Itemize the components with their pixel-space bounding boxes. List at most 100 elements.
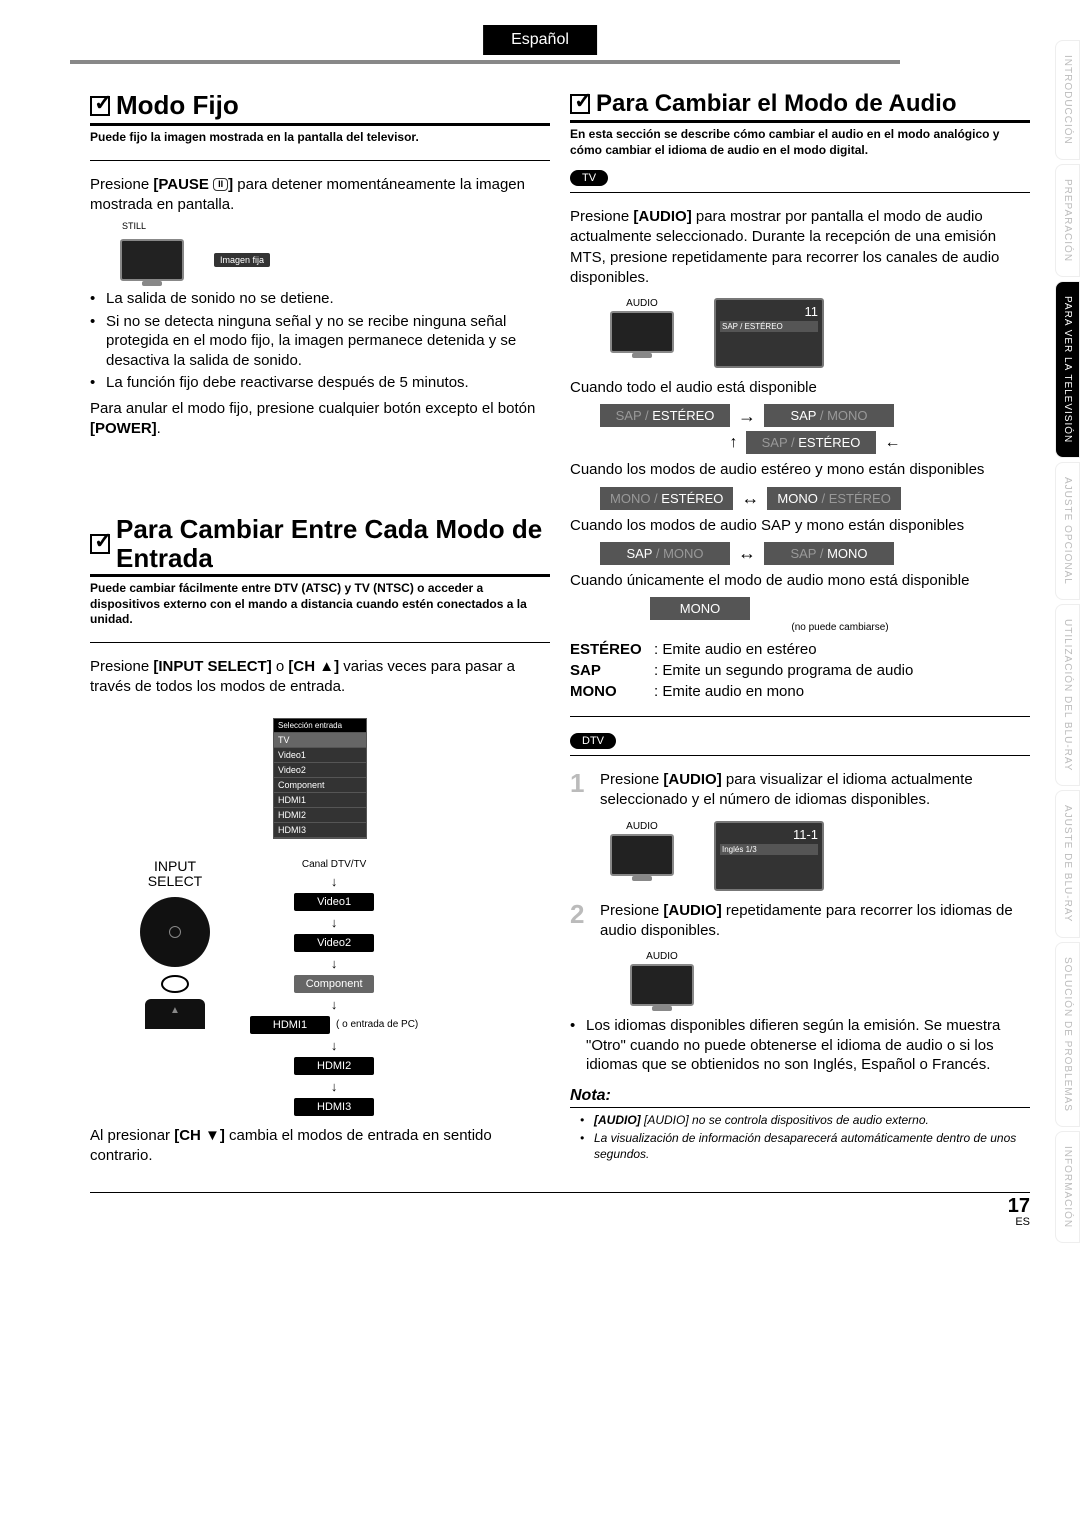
flow-item: Component	[294, 975, 374, 993]
remote-column: INPUT SELECT	[130, 859, 220, 1034]
arrow-bidir-icon: ↔	[741, 489, 759, 507]
tv-icon	[610, 311, 674, 353]
divider	[570, 755, 1030, 756]
pc-note: ( o entrada de PC)	[336, 1019, 418, 1030]
arrow-right-icon: →	[738, 407, 756, 425]
caption: Cuando únicamente el modo de audio mono …	[570, 571, 1030, 591]
section-title-text: Modo Fijo	[116, 90, 239, 121]
section-title-modo-fijo: Modo Fijo	[90, 90, 550, 126]
note-item: La visualización de información desapare…	[584, 1130, 1030, 1162]
language-tab: Español	[483, 25, 597, 55]
side-tab-info[interactable]: INFORMACIÓN	[1055, 1131, 1080, 1243]
menu-item: HDMI3	[274, 823, 366, 838]
list-item: Si no se detecta ninguna señal y no se r…	[90, 312, 550, 371]
side-tab-bluray-set[interactable]: AJUSTE DE BLU-RAY	[1055, 790, 1080, 937]
tv-icon	[120, 239, 184, 281]
osd-lang: Inglés 1/3	[720, 844, 818, 855]
list-item: La función fijo debe reactivarse después…	[90, 373, 550, 393]
mode-flow-row: SAP / MONO ↔ SAP / MONO	[600, 542, 1030, 565]
paragraph: Presione [PAUSE II] para detener momentá…	[90, 175, 550, 216]
side-tab-intro[interactable]: INTRODUCCIÓN	[1055, 40, 1080, 160]
audio-label: AUDIO	[610, 298, 674, 309]
side-tab-ajuste[interactable]: AJUSTE OPCIONAL	[1055, 462, 1080, 600]
tv-badge: TV	[570, 170, 608, 186]
step-number: 2	[570, 901, 594, 942]
section-subtitle: Puede fijo la imagen mostrada en la pant…	[90, 130, 550, 146]
audio-icon-row: AUDIO	[630, 951, 1030, 1006]
arrow-down-icon	[331, 956, 338, 971]
side-tab-tv[interactable]: PARA VER LA TELEVISIÓN	[1055, 281, 1080, 458]
def-desc: : Emite un segundo programa de audio	[654, 660, 913, 681]
section-subtitle: En esta sección se describe cómo cambiar…	[570, 127, 1030, 158]
note-title: Nota:	[570, 1087, 1030, 1105]
flow-item: HDMI2	[294, 1057, 374, 1075]
side-tab-prep[interactable]: PREPARACIÓN	[1055, 164, 1080, 277]
def-term: MONO	[570, 681, 646, 702]
input-select-diagram: INPUT SELECT Canal DTV/TV Video1 Video2 …	[130, 859, 550, 1116]
menu-item: HDMI2	[274, 808, 366, 823]
caption: Cuando los modos de audio SAP y mono est…	[570, 516, 1030, 536]
tv-icon	[630, 964, 694, 1006]
osd-mode: SAP / ESTÉREO	[720, 321, 818, 332]
divider	[570, 192, 1030, 193]
mode-loop-row: ↑ SAP / ESTÉREO ←	[600, 431, 1030, 454]
osd-screen: 11 SAP / ESTÉREO	[714, 298, 824, 368]
list-item: La salida de sonido no se detiene.	[90, 289, 550, 309]
paragraph: Presione [AUDIO] para mostrar por pantal…	[570, 207, 1030, 288]
checkbox-icon	[90, 534, 110, 554]
arrow-down-icon	[331, 997, 338, 1012]
step-1: 1 Presione [AUDIO] para visualizar el id…	[570, 770, 1030, 811]
side-tab-bluray-use[interactable]: UTILIZACIÓN DEL BLU-RAY	[1055, 604, 1080, 786]
divider	[570, 1107, 1030, 1108]
section-subtitle: Puede cambiar fácilmente entre DTV (ATSC…	[90, 581, 550, 628]
definitions-table: ESTÉREO: Emite audio en estéreo SAP: Emi…	[570, 639, 1030, 702]
menu-title: Selección entrada	[274, 719, 366, 733]
caption: Cuando todo el audio está disponible	[570, 378, 1030, 398]
paragraph: Presione [INPUT SELECT] o [CH ▲] varias …	[90, 657, 550, 698]
menu-item: Video2	[274, 763, 366, 778]
osd-channel: 11	[720, 304, 818, 319]
audio-mode-pill: SAP / ESTÉREO	[746, 431, 876, 454]
still-label: STILL	[122, 221, 550, 231]
top-rule	[70, 60, 900, 64]
paragraph: Para anular el modo fijo, presione cualq…	[90, 399, 550, 440]
note-list: [AUDIO] [AUDIO] no se controla dispositi…	[570, 1112, 1030, 1163]
mode-flow-row: SAP / ESTÉREO → SAP / MONO	[600, 404, 1030, 427]
audio-mode-pill: MONO / ESTÉREO	[600, 487, 733, 510]
arrow-bidir-icon: ↔	[738, 544, 756, 562]
menu-item: Video1	[274, 748, 366, 763]
arrow-down-icon	[331, 1079, 338, 1094]
step-2: 2 Presione [AUDIO] repetidamente para re…	[570, 901, 1030, 942]
menu-item: HDMI1	[274, 793, 366, 808]
def-term: SAP	[570, 660, 646, 681]
menu-item: TV	[274, 733, 366, 748]
flow-item: Video1	[294, 893, 374, 911]
page-lang-code: ES	[90, 1216, 1030, 1228]
paragraph: Al presionar [CH ▼] cambia el modos de e…	[90, 1126, 550, 1167]
pause-icon: II	[213, 178, 228, 191]
dtv-badge: DTV	[570, 733, 616, 749]
remote-button-icon	[140, 897, 210, 967]
audio-mode-pill: MONO / ESTÉREO	[767, 487, 900, 510]
mono-note: (no puede cambiarse)	[650, 622, 1030, 633]
page-number: 17	[90, 1192, 1030, 1218]
tv-icon	[610, 834, 674, 876]
input-flow: Canal DTV/TV Video1 Video2 Component HDM…	[250, 859, 418, 1116]
remote-oval-icon	[161, 975, 189, 993]
checkbox-icon	[570, 94, 590, 114]
arrow-down-icon	[331, 1038, 338, 1053]
osd-screen: 11-1 Inglés 1/3	[714, 821, 824, 891]
def-desc: : Emite audio en mono	[654, 681, 804, 702]
divider	[90, 642, 550, 643]
left-column: Modo Fijo Puede fijo la imagen mostrada …	[90, 90, 550, 1172]
divider	[90, 160, 550, 161]
menu-item: Component	[274, 778, 366, 793]
bullet-list: La salida de sonido no se detiene. Si no…	[90, 289, 550, 393]
flow-item: HDMI3	[294, 1098, 374, 1116]
checkbox-icon	[90, 96, 110, 116]
side-tab-troubleshoot[interactable]: SOLUCIÓN DE PROBLEMAS	[1055, 942, 1080, 1127]
dtv-osd-diagram: AUDIO 11-1 Inglés 1/3	[610, 821, 1030, 891]
audio-label: AUDIO	[610, 821, 674, 832]
note-item: [AUDIO] [AUDIO] no se controla dispositi…	[584, 1112, 1030, 1128]
section-title-audio: Para Cambiar el Modo de Audio	[570, 90, 1030, 123]
